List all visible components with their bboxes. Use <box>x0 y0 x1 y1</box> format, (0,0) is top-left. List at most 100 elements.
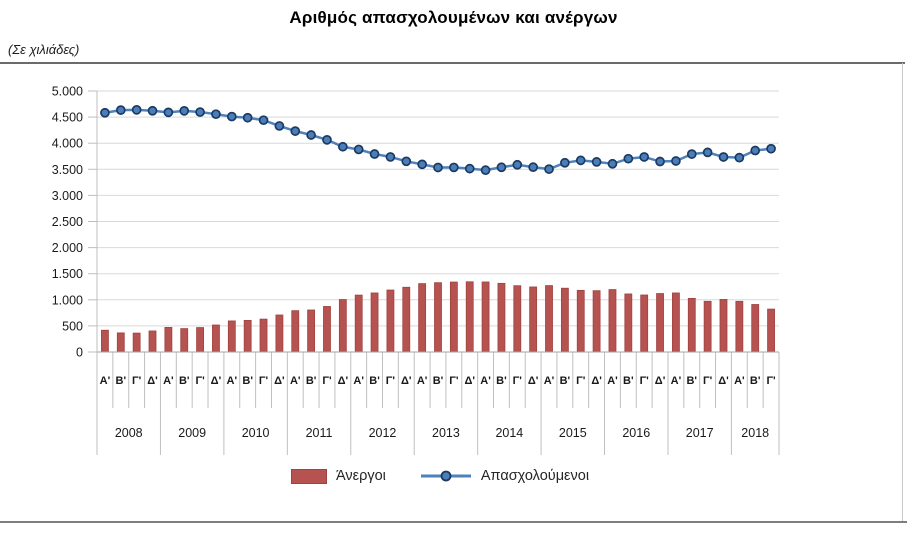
quarter-label: Γ' <box>259 375 269 387</box>
year-label: 2014 <box>495 426 523 440</box>
y-tick-label: 1.000 <box>52 293 83 307</box>
bar-unemployed <box>354 294 363 353</box>
y-tick-label: 0 <box>76 346 83 360</box>
bar-unemployed <box>481 281 490 353</box>
quarter-label: Γ' <box>766 375 776 387</box>
quarter-label: Δ' <box>464 375 475 387</box>
bar-unemployed <box>227 320 236 353</box>
bar-unemployed <box>672 292 680 353</box>
employed-marker <box>100 107 110 118</box>
quarter-label: Β' <box>116 375 127 387</box>
quarter-label: Α' <box>353 375 364 387</box>
employed-marker <box>766 143 776 154</box>
bar-unemployed <box>529 286 538 353</box>
quarter-label: Δ' <box>338 375 349 387</box>
quarter-label: Β' <box>433 375 444 387</box>
quarter-label: Δ' <box>211 375 222 387</box>
line-markers <box>100 104 776 175</box>
bar-unemployed <box>434 282 442 353</box>
quarter-label: Δ' <box>591 375 602 387</box>
bar-unemployed <box>132 332 141 353</box>
quarter-labels: Α' Β' Γ' Δ' Α' Β' Γ' Δ' Α' Β' Γ' Δ' Α' Β' Γ' Δ' Α' Β' Γ' Δ'… <box>100 375 776 387</box>
quarter-label: Α' <box>100 375 111 387</box>
y-tick-label: 3.000 <box>52 189 83 203</box>
bar-unemployed <box>576 289 585 353</box>
y-tick-label: 3.500 <box>52 163 83 177</box>
quarter-label: Γ' <box>449 375 459 387</box>
bar-unemployed <box>275 314 284 353</box>
bar-unemployed <box>560 287 569 353</box>
employed-marker <box>560 157 570 168</box>
employed-marker <box>353 144 364 155</box>
employed-marker <box>258 115 269 126</box>
employed-marker <box>575 155 586 166</box>
bar-unemployed <box>608 289 617 353</box>
year-label: 2009 <box>178 426 206 440</box>
y-tick-label: 2.500 <box>52 215 83 229</box>
y-tick-label: 2.000 <box>52 241 83 255</box>
bar-unemployed <box>703 300 712 353</box>
quarter-label: Γ' <box>703 375 713 387</box>
quarter-label: Β' <box>242 375 253 387</box>
bar-unemployed <box>323 306 331 353</box>
legend-label-unemployed: Άνεργοι <box>335 468 386 484</box>
bar-unemployed <box>513 285 522 353</box>
employed-marker <box>449 162 459 173</box>
year-label: 2017 <box>686 426 714 440</box>
year-label: 2012 <box>369 426 397 440</box>
chart-title: Αριθμός απασχολουμένων και ανέργων <box>289 8 618 27</box>
bar-unemployed <box>656 293 664 353</box>
employed-marker <box>496 162 507 173</box>
bar-unemployed <box>545 285 553 353</box>
employed-marker <box>290 126 301 136</box>
employed-marker <box>179 105 190 116</box>
quarter-label: Γ' <box>576 375 586 387</box>
units-note: (Σε χιλιάδες) <box>8 42 80 57</box>
bar-unemployed <box>687 297 696 353</box>
quarter-label: Γ' <box>386 375 396 387</box>
quarter-label: Α' <box>734 375 745 387</box>
employed-marker <box>401 156 412 167</box>
y-tick-label: 4.000 <box>52 137 83 151</box>
unemployed-bar-swatch-icon <box>290 468 327 484</box>
bar-unemployed <box>259 318 268 353</box>
year-labels: 2008 2009 2010 2011 2012 2013 2014 2015 2016 2017… <box>115 426 769 440</box>
employed-marker <box>417 159 427 170</box>
legend-label-employed: Απασχολούμενοι <box>480 468 590 484</box>
employed-marker <box>337 141 348 152</box>
employed-marker <box>115 105 126 115</box>
quarter-label: Β' <box>369 375 380 387</box>
employed-marker <box>591 157 602 167</box>
bar-unemployed <box>418 283 427 353</box>
year-label: 2018 <box>741 426 769 440</box>
quarter-label: Δ' <box>718 375 729 387</box>
bar-unemployed <box>735 300 744 353</box>
employed-marker <box>671 156 681 166</box>
y-tick-label: 500 <box>62 319 83 333</box>
quarter-label: Δ' <box>528 375 539 387</box>
employed-marker <box>528 162 539 173</box>
bar-unemployed <box>180 328 189 353</box>
bar-unemployed <box>402 286 411 353</box>
employed-marker <box>718 152 729 162</box>
quarter-label: Β' <box>686 375 697 387</box>
bar-unemployed <box>767 308 775 353</box>
employed-marker <box>702 147 713 158</box>
quarter-label: Α' <box>544 375 555 387</box>
employed-line-icon <box>420 470 471 482</box>
y-tick-label: 4.500 <box>52 111 83 125</box>
employed-marker <box>686 149 697 159</box>
quarter-label: Α' <box>163 375 174 387</box>
bar-unemployed <box>338 299 347 353</box>
legend-item-employed: Απασχολούμενοι <box>420 468 589 484</box>
quarter-label: Γ' <box>195 375 205 387</box>
quarter-label: Α' <box>671 375 682 387</box>
quarter-label: Β' <box>306 375 317 387</box>
legend: Άνεργοι Απασχολούμενοι <box>0 468 880 484</box>
employed-marker <box>480 165 491 175</box>
bar-unemployed <box>719 299 728 353</box>
bar-unemployed <box>592 290 601 353</box>
year-label: 2016 <box>622 426 650 440</box>
bar-unemployed <box>465 281 474 353</box>
quarter-label: Α' <box>417 375 428 387</box>
